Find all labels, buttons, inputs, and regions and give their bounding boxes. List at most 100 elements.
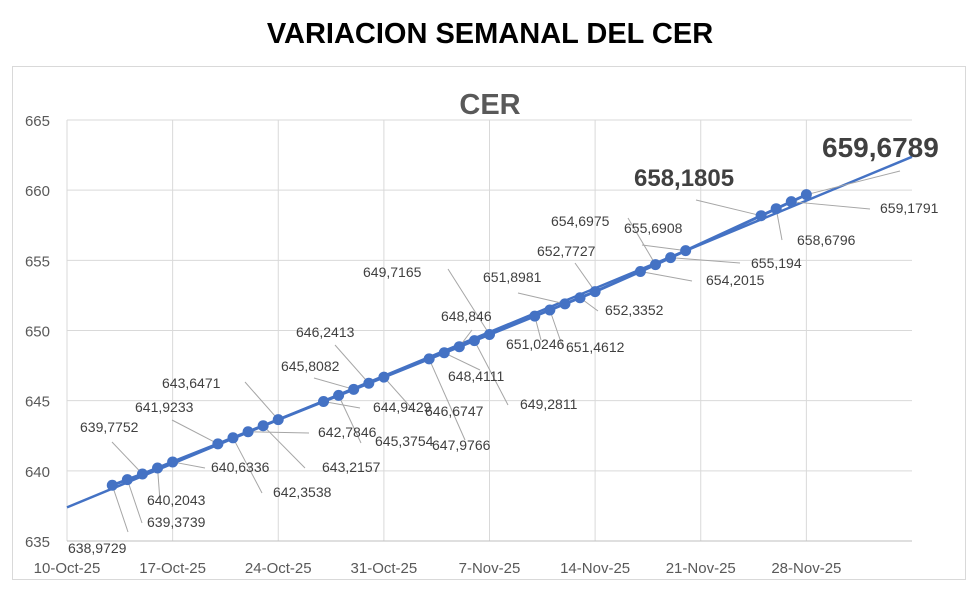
leader-line [171, 419, 219, 445]
chart-frame [12, 66, 966, 580]
data-label: 651,8981 [483, 269, 542, 285]
leader-line [517, 292, 566, 305]
data-point [680, 245, 692, 257]
x-tick-label: 24-Oct-25 [245, 560, 312, 577]
data-point [634, 266, 646, 278]
leader-line [111, 441, 143, 475]
data-label: 645,3754 [375, 433, 434, 449]
data-label: 649,2811 [520, 396, 578, 412]
x-tick-label: 10-Oct-25 [34, 560, 101, 577]
data-label: 648,846 [441, 308, 492, 324]
data-label: 643,2157 [322, 459, 381, 475]
data-label: 644,9429 [373, 399, 432, 415]
leader-line [670, 257, 741, 264]
data-label: 651,0246 [506, 336, 565, 352]
data-point [574, 292, 586, 304]
data-label: 659,1791 [880, 200, 939, 216]
x-tick-label: 7-Nov-25 [459, 560, 521, 577]
leader-line [338, 395, 362, 444]
leader-line [111, 485, 129, 533]
leader-line [574, 262, 596, 292]
leader-line [627, 217, 656, 265]
data-point [755, 210, 767, 222]
data-point [318, 395, 330, 407]
y-tick-label: 655 [25, 253, 50, 270]
data-point [121, 474, 133, 486]
data-point [212, 438, 224, 450]
data-point [438, 347, 450, 359]
leader-line [244, 381, 279, 420]
data-point [242, 426, 254, 438]
x-tick-label: 28-Nov-25 [771, 560, 841, 577]
y-tick-label: 650 [25, 324, 50, 341]
data-point [363, 377, 375, 389]
leader-line [447, 268, 490, 335]
data-label: 654,2015 [706, 272, 765, 288]
leader-line [334, 344, 370, 384]
data-label: 655,194 [751, 255, 802, 271]
data-point [257, 420, 269, 432]
data-label: 652,3352 [605, 302, 664, 318]
leader-line [444, 352, 481, 371]
leader-line [806, 170, 901, 196]
data-label: 640,2043 [147, 492, 206, 508]
y-tick-label: 665 [25, 113, 50, 130]
data-label: 651,4612 [566, 339, 625, 355]
data-point [106, 479, 118, 491]
chart-title: CER [459, 89, 520, 121]
data-label: 659,6789 [822, 132, 939, 163]
data-point [800, 189, 812, 201]
x-tick-label: 17-Oct-25 [139, 560, 206, 577]
leader-line [428, 358, 466, 441]
leader-line [641, 244, 686, 252]
data-point [770, 203, 782, 215]
data-point [649, 259, 661, 271]
data-label: 648,4111 [448, 368, 505, 384]
data-point [559, 298, 571, 310]
leader-line [157, 467, 161, 502]
leader-line [232, 437, 263, 494]
data-label: 640,6336 [211, 459, 270, 475]
leader-line [248, 431, 310, 434]
data-point [136, 468, 148, 480]
data-label: 646,2413 [296, 324, 355, 340]
leader-line [549, 309, 564, 349]
data-point [227, 432, 239, 444]
data-point [589, 286, 601, 298]
data-label: 641,9233 [135, 399, 194, 415]
data-label: 639,7752 [80, 419, 139, 435]
data-point [272, 414, 284, 426]
data-label: 643,6471 [162, 375, 221, 391]
y-tick-label: 640 [25, 464, 50, 481]
leader-line [695, 199, 762, 217]
data-label: 655,6908 [624, 220, 683, 236]
data-point [785, 196, 797, 208]
data-label: 642,7846 [318, 424, 377, 440]
data-point [348, 383, 360, 395]
leader-line [262, 425, 306, 469]
data-label: 645,8082 [281, 358, 340, 374]
data-point [529, 310, 541, 322]
y-tick-label: 645 [25, 394, 50, 411]
leader-line [473, 340, 509, 406]
data-label: 652,7727 [537, 243, 596, 259]
leader-line [640, 271, 693, 282]
data-point [423, 353, 435, 365]
data-point [484, 328, 495, 340]
data-label: 654,6975 [551, 213, 610, 229]
data-point [152, 462, 164, 474]
data-point [167, 456, 179, 468]
leader-line [383, 376, 416, 413]
data-label: 639,3739 [147, 514, 206, 530]
leader-line [126, 479, 143, 524]
data-point [333, 389, 345, 401]
data-point [468, 335, 480, 347]
x-tick-label: 31-Oct-25 [351, 560, 418, 577]
x-tick-label: 14-Nov-25 [560, 560, 630, 577]
data-point [665, 252, 677, 264]
data-label: 658,1805 [634, 165, 734, 192]
data-point [544, 304, 556, 316]
data-point [453, 341, 465, 353]
data-label: 638,9729 [68, 540, 127, 556]
data-label: 647,9766 [432, 437, 491, 453]
